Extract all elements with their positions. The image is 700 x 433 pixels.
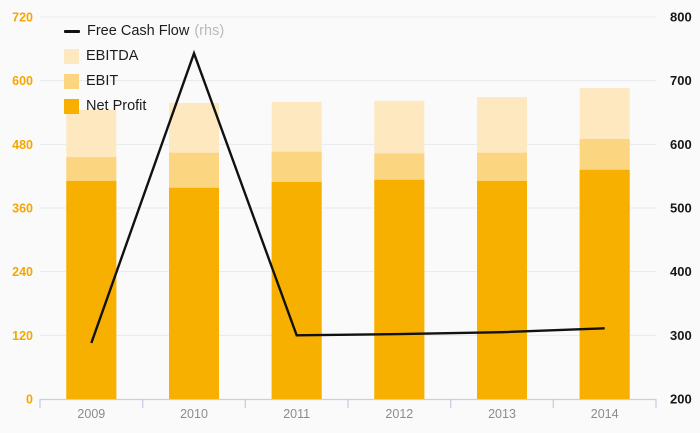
right-axis-tick-label: 300 [670,328,692,343]
bar-net-profit-2009 [66,180,117,399]
right-axis-tick-label: 400 [670,264,692,279]
left-axis-tick-label: 600 [12,74,33,88]
legend-item-free-cash-flow: Free Cash Flow (rhs) [64,22,224,40]
line-free-cash-flow [90,49,605,344]
right-axis-tick-label: 200 [670,392,692,407]
legend-item-net-profit: Net Profit [64,97,224,115]
legend-label-net-profit: Net Profit [86,98,147,114]
x-category-label: 2014 [591,407,619,421]
legend-label-ebit: EBIT [86,73,119,89]
x-category-label: 2013 [488,407,516,421]
ebit-swatch [64,73,79,89]
right-axis-tick-label: 800 [670,10,692,25]
x-category-label: 2010 [180,407,208,421]
bar-net-profit-2014 [579,169,630,399]
legend: Free Cash Flow (rhs) EBITDA EBIT Net Prof… [64,22,224,115]
right-axis-tick-label: 500 [670,201,692,216]
net-profit-swatch [64,98,79,114]
legend-item-ebit: EBIT [64,72,224,90]
bar-net-profit-2010 [169,187,219,399]
left-axis-tick-label: 480 [12,138,33,152]
legend-label-ebitda: EBITDA [86,48,139,64]
left-axis-tick-label: 240 [12,265,33,279]
left-axis-tick-label: 360 [12,202,33,216]
bar-net-profit-2012 [374,179,425,399]
ebitda-swatch [64,48,79,64]
left-axis-tick-label: 0 [26,393,33,407]
legend-label-free-cash-flow: Free Cash Flow (rhs) [87,23,225,39]
right-axis-tick-label: 600 [670,137,692,152]
left-axis-tick-label: 720 [12,11,33,25]
right-axis-tick-label: 700 [670,73,692,88]
legend-item-ebitda: EBITDA [64,47,224,65]
x-category-label: 2011 [283,407,310,421]
x-category-label: 2012 [385,407,413,421]
left-axis-tick-label: 120 [12,329,33,343]
bar-net-profit-2013 [477,180,527,399]
legend-rhs-note: (rhs) [194,23,225,39]
x-category-label: 2009 [77,407,105,421]
line-swatch [64,29,80,33]
